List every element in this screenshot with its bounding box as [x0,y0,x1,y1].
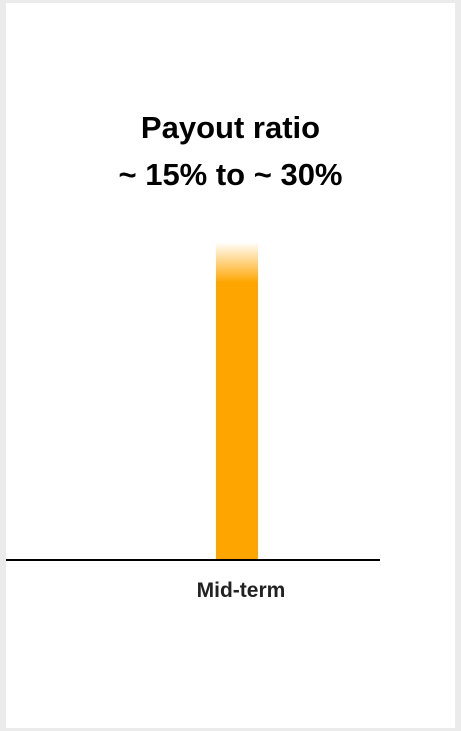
bar-mid-term-range-fade [216,242,258,283]
bar-mid-term [216,281,258,560]
chart-page: Payout ratio ~ 15% to ~ 30% Mid-term [6,3,455,728]
chart-title-line-2: ~ 15% to ~ 30% [118,157,343,192]
x-tick-label-mid-term: Mid-term [196,579,286,602]
chart-title-line-1: Payout ratio [140,110,321,145]
bar-chart [6,242,380,561]
